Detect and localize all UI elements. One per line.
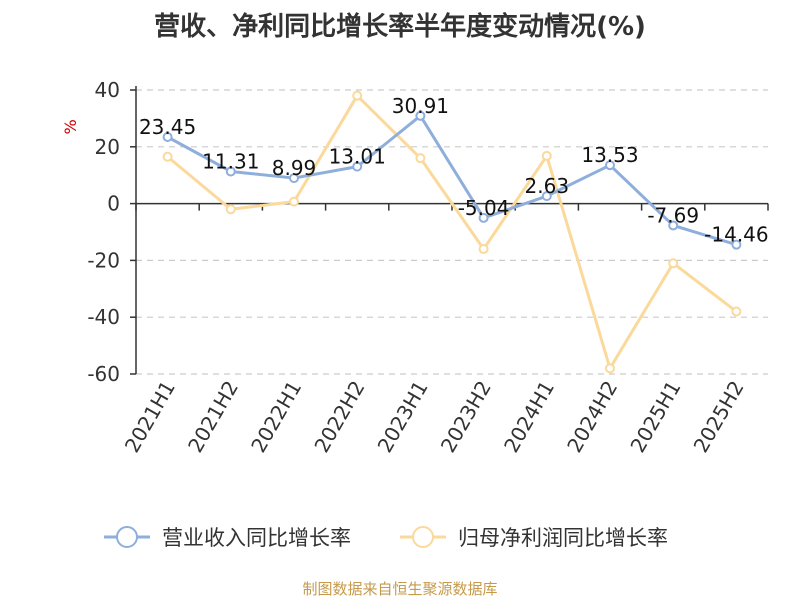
x-tick-label: 2022H2 [309, 377, 369, 457]
x-tick-label: 2021H1 [120, 377, 180, 457]
series-lines [162, 90, 742, 374]
data-point [605, 363, 615, 374]
data-label: 8.99 [272, 156, 317, 180]
data-point [541, 191, 552, 202]
x-tick-label: 2024H2 [562, 377, 622, 457]
x-tick-label: 2025H1 [625, 377, 685, 457]
series-line [166, 114, 737, 247]
data-point [605, 160, 615, 171]
y-tick-label: -40 [87, 305, 120, 329]
x-tick-label: 2021H2 [183, 377, 243, 457]
y-tick-label: 20 [95, 135, 120, 159]
data-point [415, 153, 426, 164]
data-point [731, 306, 742, 317]
data-label: 23.45 [139, 115, 196, 139]
chart-title: 营收、净利同比增长率半年度变动情况(%) [154, 12, 646, 42]
data-point [225, 166, 236, 177]
x-tick-label: 2023H1 [373, 377, 433, 457]
data-label: 13.01 [329, 145, 386, 169]
data-point [541, 150, 552, 161]
x-tick-label: 2025H2 [689, 377, 749, 457]
data-label: -14.46 [704, 223, 768, 247]
data-label: 11.31 [202, 149, 259, 173]
data-point [162, 151, 173, 162]
y-tick-label: 0 [107, 192, 120, 216]
x-tick-label: 2023H2 [436, 376, 496, 456]
legend-item: 营业收入同比增长率 [104, 526, 351, 550]
legend-item: 归母净利润同比增长率 [400, 526, 668, 550]
data-point [668, 220, 679, 231]
data-label: -7.69 [647, 203, 699, 227]
y-axis-label: % [61, 119, 80, 134]
data-label: -5.04 [458, 196, 510, 220]
data-point [289, 196, 299, 207]
data-label: 2.63 [525, 174, 570, 198]
data-point [668, 258, 679, 269]
data-point [289, 173, 299, 184]
legend-label: 归母净利润同比增长率 [458, 526, 668, 550]
x-tick-label: 2022H1 [246, 377, 306, 457]
source-note: 制图数据来自恒生聚源数据库 [302, 580, 498, 598]
legend-marker [412, 526, 434, 548]
data-point [225, 204, 236, 215]
data-point [162, 132, 173, 143]
x-tick-label: 2024H1 [499, 377, 559, 457]
legend-label: 营业收入同比增长率 [162, 526, 351, 550]
data-point [731, 239, 742, 250]
grid-lines [136, 89, 768, 375]
data-point [352, 90, 363, 101]
series-line [166, 94, 738, 370]
y-tick-label: -60 [87, 362, 120, 386]
y-tick-label: -20 [87, 248, 120, 272]
data-label: 13.53 [581, 143, 638, 167]
legend-marker [116, 526, 138, 548]
data-point [415, 110, 426, 121]
data-point [478, 212, 489, 223]
y-tick-label: 40 [95, 78, 120, 102]
data-label: 30.91 [392, 94, 449, 118]
legend: 营业收入同比增长率 归母净利润同比增长率 [104, 526, 668, 550]
data-point [352, 161, 363, 172]
data-point [478, 244, 489, 255]
